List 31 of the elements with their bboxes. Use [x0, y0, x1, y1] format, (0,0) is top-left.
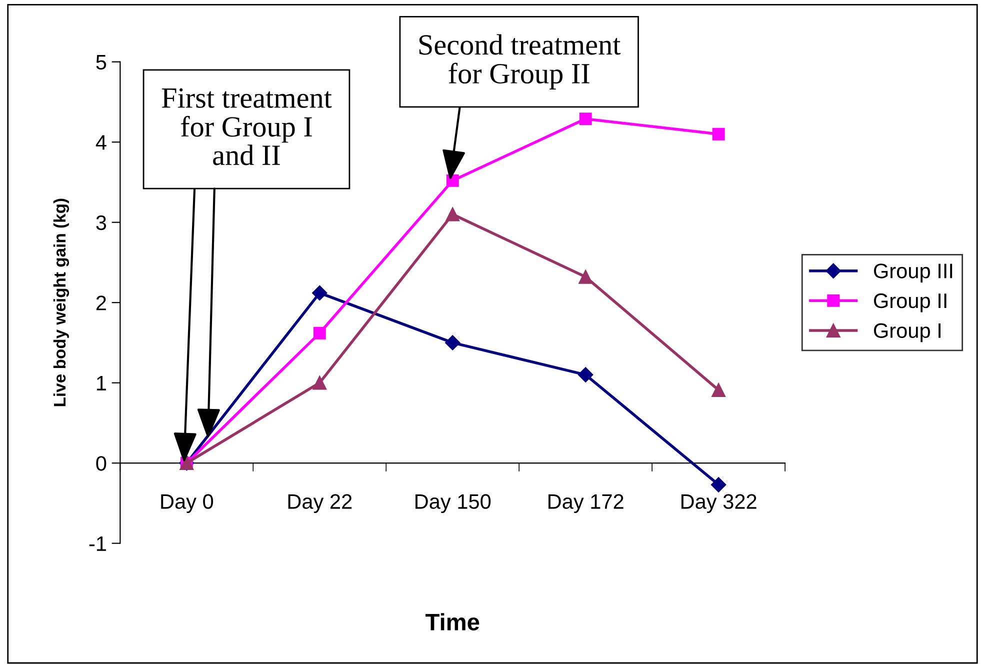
x-tick-label: Day 322: [681, 494, 756, 514]
point: [446, 207, 460, 222]
point: [579, 112, 592, 126]
x-tick-label: Day 0: [161, 494, 214, 514]
x-tick-label: Day 172: [548, 494, 624, 514]
point: [312, 376, 327, 390]
point: [710, 477, 726, 492]
x-tick-label: Day 150: [416, 494, 491, 514]
y-tick-label: 0: [96, 456, 106, 471]
x-axis-title: Time: [426, 613, 480, 630]
point: [445, 335, 460, 350]
x-tick-label: Day 22: [288, 494, 352, 514]
legend-label: Group II: [874, 293, 946, 312]
y-tick-label: -1: [89, 536, 106, 551]
point: [712, 128, 725, 140]
y-tick-label: 3: [96, 215, 106, 230]
point: [712, 383, 726, 397]
y-tick-label: 5: [96, 55, 106, 70]
annotation: Second treatment for Group II: [419, 34, 621, 90]
annotation: First treatment for Group I and II: [162, 88, 332, 166]
point: [312, 285, 328, 301]
legend-label: Group I: [874, 323, 940, 342]
y-tick-label: 4: [96, 135, 106, 150]
legend-label: Group III: [874, 264, 952, 282]
point: [446, 174, 459, 187]
y-tick-label: 2: [96, 296, 106, 310]
y-axis-title: Live body weight gain (kg): [53, 198, 70, 406]
point: [578, 270, 593, 284]
point: [313, 326, 326, 340]
y-tick-label: 1: [96, 376, 106, 390]
point: [578, 367, 594, 382]
